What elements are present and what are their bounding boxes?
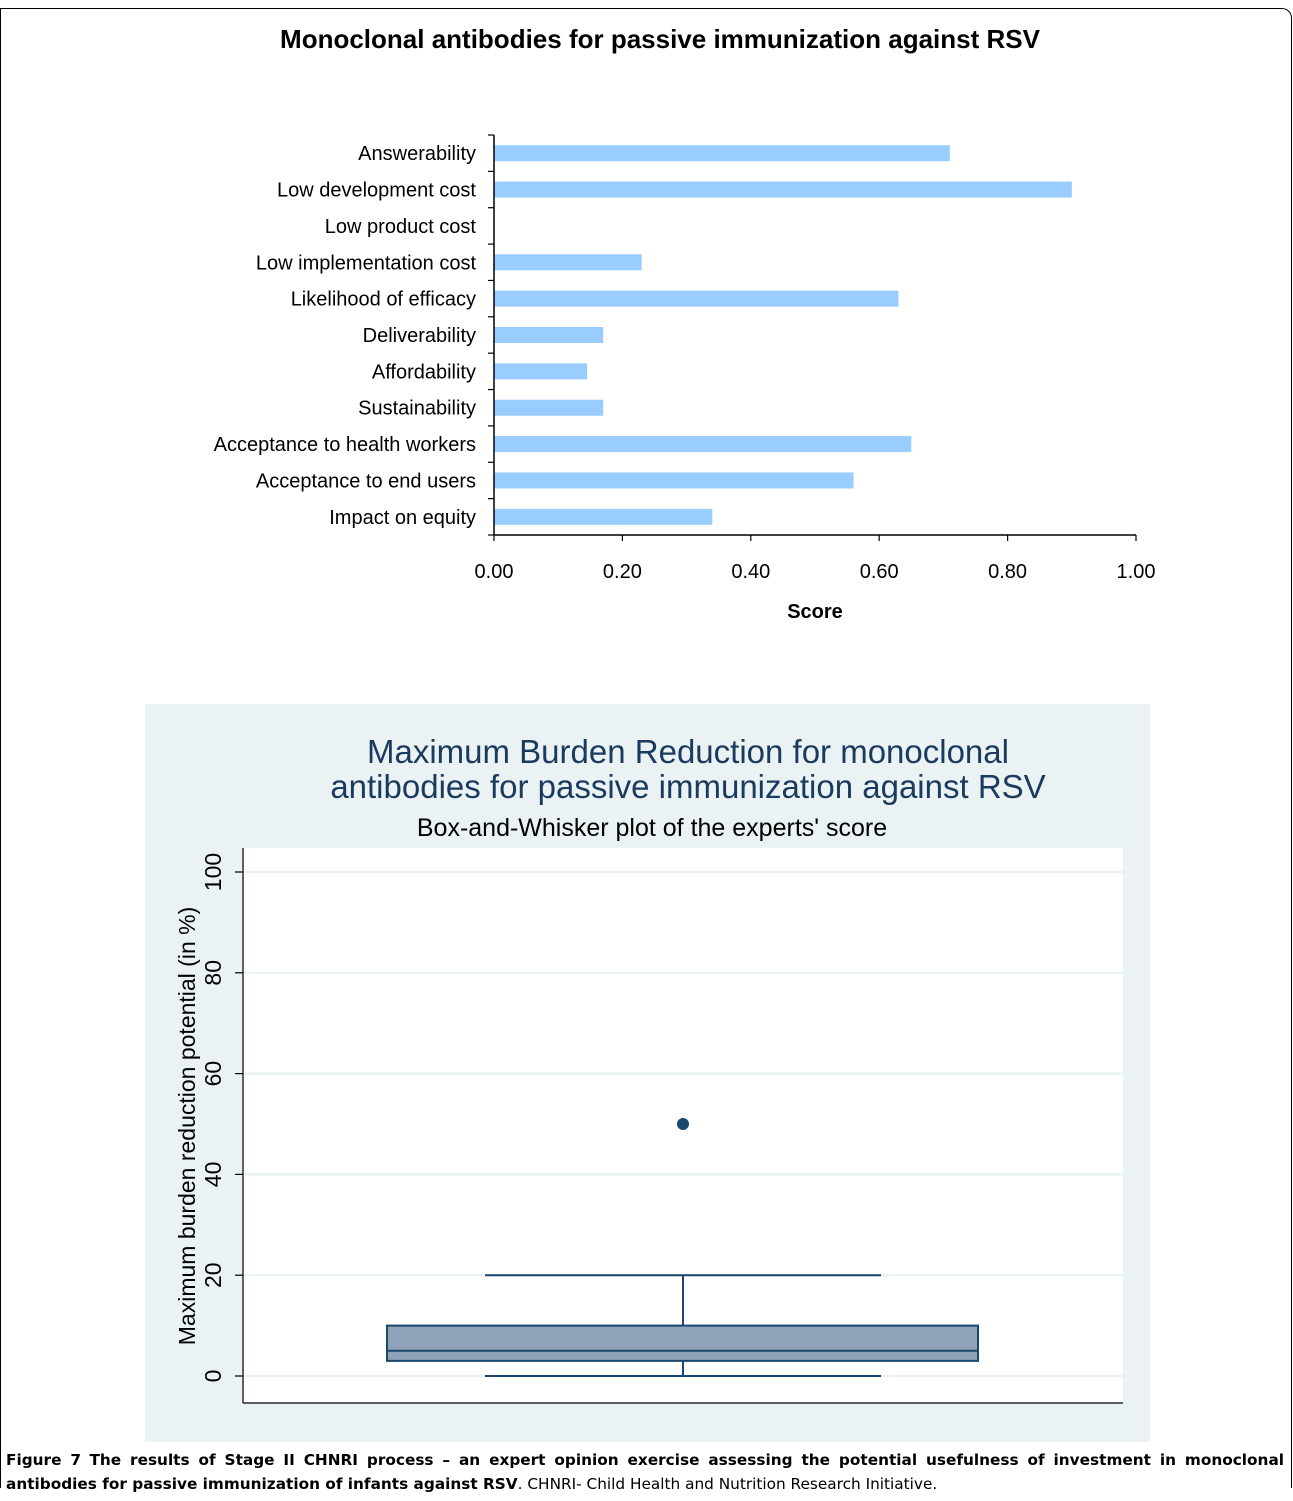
x-tick-label: 0.20 xyxy=(603,561,642,583)
x-tick-label: 0.40 xyxy=(731,561,770,583)
category-label: Acceptance to health workers xyxy=(214,434,476,456)
x-tick-label: 0.60 xyxy=(860,561,899,583)
box-plot-title-line2: antibodies for passive immunization agai… xyxy=(330,768,1045,805)
bar xyxy=(494,436,912,453)
bar-chart-x-axis-label: Score xyxy=(787,601,843,623)
caption-plain-text: . CHNRI- Child Health and Nutrition Rese… xyxy=(517,1475,938,1493)
category-label: Low development cost xyxy=(277,180,476,202)
x-tick-label: 0.00 xyxy=(475,561,514,583)
y-tick-label: 40 xyxy=(200,1162,226,1188)
y-tick-label: 80 xyxy=(200,960,226,986)
x-tick-label: 1.00 xyxy=(1117,561,1156,583)
y-tick-label: 0 xyxy=(200,1370,226,1383)
caption-bold-text: The results of Stage II CHNRI process – … xyxy=(6,1451,1285,1493)
category-label: Likelihood of efficacy xyxy=(291,289,476,311)
box-plot: Maximum Burden Reduction for monoclonal … xyxy=(145,704,1150,1442)
bar xyxy=(494,399,604,416)
y-tick-label: 60 xyxy=(200,1061,226,1087)
figure-frame xyxy=(0,8,1292,1488)
bar xyxy=(494,181,1072,198)
category-label: Low product cost xyxy=(325,216,477,238)
figure-caption: Figure 7 The results of Stage II CHNRI p… xyxy=(6,1448,1284,1496)
category-label: Sustainability xyxy=(358,398,476,420)
bar xyxy=(494,508,713,525)
box-plot-subtitle: Box-and-Whisker plot of the experts' sco… xyxy=(417,814,887,842)
category-label: Deliverability xyxy=(363,325,476,347)
category-label: Impact on equity xyxy=(329,507,476,529)
x-tick-label: 0.80 xyxy=(988,561,1027,583)
y-tick-label: 100 xyxy=(200,853,226,891)
category-label: Low implementation cost xyxy=(256,252,477,274)
figure-frame-left xyxy=(0,8,1,1488)
bar xyxy=(494,472,854,489)
caption-label: Figure 7 xyxy=(6,1451,81,1469)
outlier-point xyxy=(677,1118,689,1130)
bar xyxy=(494,327,604,343)
bar-chart-title-line1: Monoclonal antibodies for passive immuni… xyxy=(280,24,1041,54)
category-label: Affordability xyxy=(372,361,476,383)
category-label: Acceptance to end users xyxy=(256,470,476,492)
bar xyxy=(494,145,950,162)
category-label: Answerability xyxy=(358,143,476,165)
iqr-box xyxy=(386,1324,979,1362)
box-plot-title-line1: Maximum Burden Reduction for monoclonal xyxy=(367,733,1009,770)
bar xyxy=(494,254,642,271)
box-plot-y-axis-label: Maximum burden reduction potential (in %… xyxy=(174,907,200,1345)
bar-chart: Monoclonal antibodies for passive immuni… xyxy=(214,24,1156,623)
y-tick-label: 20 xyxy=(200,1262,226,1288)
bar xyxy=(494,290,899,307)
bar xyxy=(494,363,588,380)
